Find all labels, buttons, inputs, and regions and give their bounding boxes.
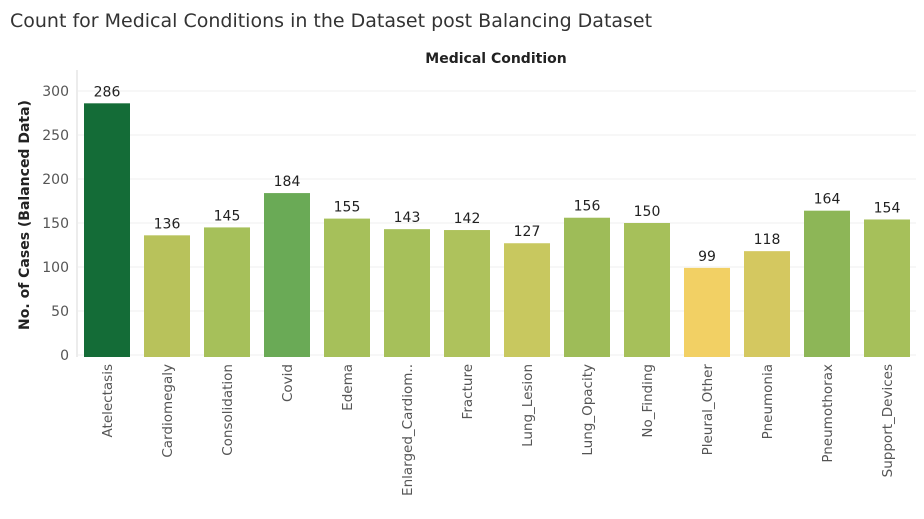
x-category-label: Pneumothorax bbox=[820, 364, 836, 463]
gridlines bbox=[78, 90, 916, 356]
bar-pleural-other[interactable] bbox=[684, 267, 730, 357]
data-label: 150 bbox=[634, 204, 661, 220]
bar-covid[interactable] bbox=[264, 193, 310, 357]
x-category-label: Edema bbox=[340, 364, 356, 411]
y-tick-label: 250 bbox=[42, 128, 69, 144]
data-label: 155 bbox=[334, 200, 361, 216]
y-tick-label: 300 bbox=[42, 84, 69, 100]
x-category-label: Pleural_Other bbox=[700, 364, 716, 456]
data-label: 145 bbox=[214, 208, 241, 224]
bar-cardiomegaly[interactable] bbox=[144, 235, 190, 357]
data-label: 286 bbox=[94, 84, 121, 100]
category-labels: Atelectasis Cardiomegaly Consolidation Covi… bbox=[100, 364, 896, 496]
data-label: 127 bbox=[514, 224, 541, 240]
data-label: 154 bbox=[874, 200, 901, 216]
chart-title: Count for Medical Conditions in the Data… bbox=[10, 10, 653, 32]
bars bbox=[84, 103, 910, 357]
x-category-label: Pneumonia bbox=[760, 364, 776, 439]
x-category-label: Lung_Opacity bbox=[580, 364, 596, 456]
data-label: 143 bbox=[394, 210, 421, 226]
bar-pneumonia[interactable] bbox=[744, 251, 790, 357]
x-category-label: Consolidation bbox=[220, 364, 236, 456]
data-label: 136 bbox=[154, 216, 181, 232]
y-tick-label: 150 bbox=[42, 216, 69, 232]
y-tick-label: 200 bbox=[42, 172, 69, 188]
bar-enlarged-cardiom-[interactable] bbox=[384, 229, 430, 357]
x-category-label: Atelectasis bbox=[100, 364, 116, 437]
x-axis-title: Medical Condition bbox=[425, 51, 566, 67]
bar-lung-opacity[interactable] bbox=[564, 217, 610, 357]
bar-support-devices[interactable] bbox=[864, 219, 910, 357]
y-tick-label: 50 bbox=[51, 304, 69, 320]
x-category-label: Cardiomegaly bbox=[160, 364, 176, 458]
bar-no-finding[interactable] bbox=[624, 223, 670, 357]
bar-edema[interactable] bbox=[324, 218, 370, 357]
x-category-label: Enlarged_Cardiom.. bbox=[400, 364, 416, 496]
x-category-label: Covid bbox=[280, 364, 296, 402]
bar-fracture[interactable] bbox=[444, 230, 490, 357]
x-category-label: Fracture bbox=[460, 364, 476, 419]
data-label: 156 bbox=[574, 199, 601, 215]
data-label: 142 bbox=[454, 211, 481, 227]
bar-consolidation[interactable] bbox=[204, 227, 250, 357]
data-label: 184 bbox=[274, 174, 301, 190]
x-category-label: Lung_Lesion bbox=[520, 364, 536, 447]
y-tick-label: 0 bbox=[60, 348, 69, 364]
data-label: 164 bbox=[814, 192, 841, 208]
data-labels: 286 136 145 184 155 143 142 127 156 150 99 118 164 15… bbox=[94, 84, 901, 265]
y-axis-ticks: 0 50 100 150 200 250 300 bbox=[42, 84, 69, 364]
bar-pneumothorax[interactable] bbox=[804, 210, 850, 357]
y-axis-title: No. of Cases (Balanced Data) bbox=[17, 100, 33, 330]
bar-atelectasis[interactable] bbox=[84, 103, 130, 357]
bar-lung-lesion[interactable] bbox=[504, 243, 550, 357]
x-category-label: No_Finding bbox=[640, 364, 656, 438]
x-category-label: Support_Devices bbox=[880, 364, 896, 477]
data-label: 118 bbox=[754, 232, 781, 248]
y-tick-label: 100 bbox=[42, 260, 69, 276]
data-label: 99 bbox=[698, 249, 716, 265]
